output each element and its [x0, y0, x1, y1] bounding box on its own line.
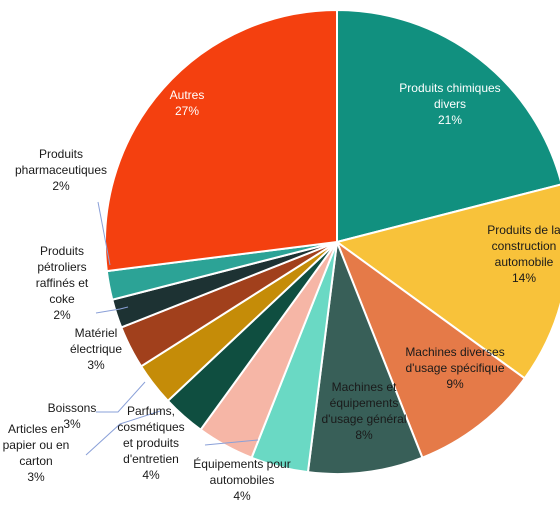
slice-label: Machines diverses d'usage spécifique 9% — [405, 345, 505, 391]
slice-label-line: pharmaceutiques — [15, 163, 107, 177]
slice-label-line: construction — [492, 239, 557, 253]
slice-label-line: raffinés et — [36, 276, 89, 290]
pie-slice — [104, 8, 338, 273]
slice-label-line: et produits — [123, 436, 179, 450]
slice-label-line: Équipements pour — [193, 456, 290, 471]
leader-lines — [85, 201, 259, 456]
slice-label: Équipements pour automobiles 4% — [193, 456, 290, 503]
slice-label-line: 2% — [52, 179, 70, 193]
pie-slice — [334, 183, 560, 380]
slice-label-line: coke — [49, 292, 75, 306]
slice-label: Boissons 3% — [48, 401, 97, 431]
slice-label-line: papier ou en — [3, 438, 70, 452]
slice-label-line: 14% — [512, 271, 536, 285]
slice-label-line: d'usage général — [321, 412, 406, 426]
slice-label-line: Boissons — [48, 401, 97, 415]
slice-label-line: Autres — [170, 88, 205, 102]
pie-slice — [336, 8, 560, 244]
slice-label-line: Parfums, — [127, 404, 175, 418]
slice-label-line: Machines et — [332, 380, 397, 394]
slice-label-line: 27% — [175, 104, 199, 118]
leader-line — [95, 306, 129, 314]
pie-slice — [306, 241, 424, 475]
slice-label: Produits de la construction automobile 14% — [487, 223, 560, 285]
slice-label-line: 9% — [446, 377, 464, 391]
slice-label-line: Produits — [39, 147, 83, 161]
slice-label-line: 8% — [355, 428, 373, 442]
leader-line — [96, 381, 146, 413]
slice-label: Parfums, cosmétiques et produits d'entretie… — [117, 404, 184, 482]
slice-label-line: 3% — [63, 417, 81, 431]
slice-label-line: automobile — [495, 255, 554, 269]
slice-label-line: électrique — [70, 342, 122, 356]
slice-label-line: d'entretien — [123, 452, 179, 466]
slice-label-line: Matériel — [75, 326, 118, 340]
slice-label-line: automobiles — [210, 473, 275, 487]
slice-label-line: Articles en — [8, 422, 64, 436]
slice-label: Autres 27% — [170, 88, 205, 118]
slice-label-line: pétroliers — [37, 260, 86, 274]
leader-line — [204, 439, 259, 446]
slice-label-line: Produits de la — [487, 223, 560, 237]
leader-line — [85, 410, 161, 456]
slice-label-line: 3% — [27, 470, 45, 484]
pie-slices — [104, 8, 560, 475]
slice-label: Matériel électrique 3% — [70, 326, 122, 372]
slice-label-line: équipements — [330, 396, 399, 410]
slice-labels: Produits chimiques divers 21% Produits de l… — [3, 81, 560, 503]
slice-label: Produits chimiques divers 21% — [399, 81, 500, 127]
slice-label-line: Machines diverses — [405, 345, 504, 359]
slice-label-line: divers — [434, 97, 466, 111]
leader-line — [97, 201, 111, 266]
slice-label: Machines et équipements d'usage général 8% — [321, 380, 406, 442]
slice-label-line: 4% — [142, 468, 160, 482]
slice-label-line: 2% — [53, 308, 71, 322]
slice-label-line: d'usage spécifique — [405, 361, 504, 375]
slice-label-line: cosmétiques — [117, 420, 184, 434]
slice-label: Produits pharmaceutiques 2% — [15, 147, 107, 193]
slice-label-line: 21% — [438, 113, 462, 127]
slice-label-line: Produits — [40, 244, 84, 258]
slice-label: Produits pétroliers raffinés et coke 2% — [36, 244, 89, 322]
slice-label: Articles en papier ou en carton 3% — [3, 422, 70, 484]
slice-label-line: 4% — [233, 489, 251, 503]
slice-label-line: Produits chimiques — [399, 81, 500, 95]
slice-label-line: 3% — [87, 358, 105, 372]
pie-slice — [334, 239, 527, 460]
slice-label-line: carton — [19, 454, 52, 468]
